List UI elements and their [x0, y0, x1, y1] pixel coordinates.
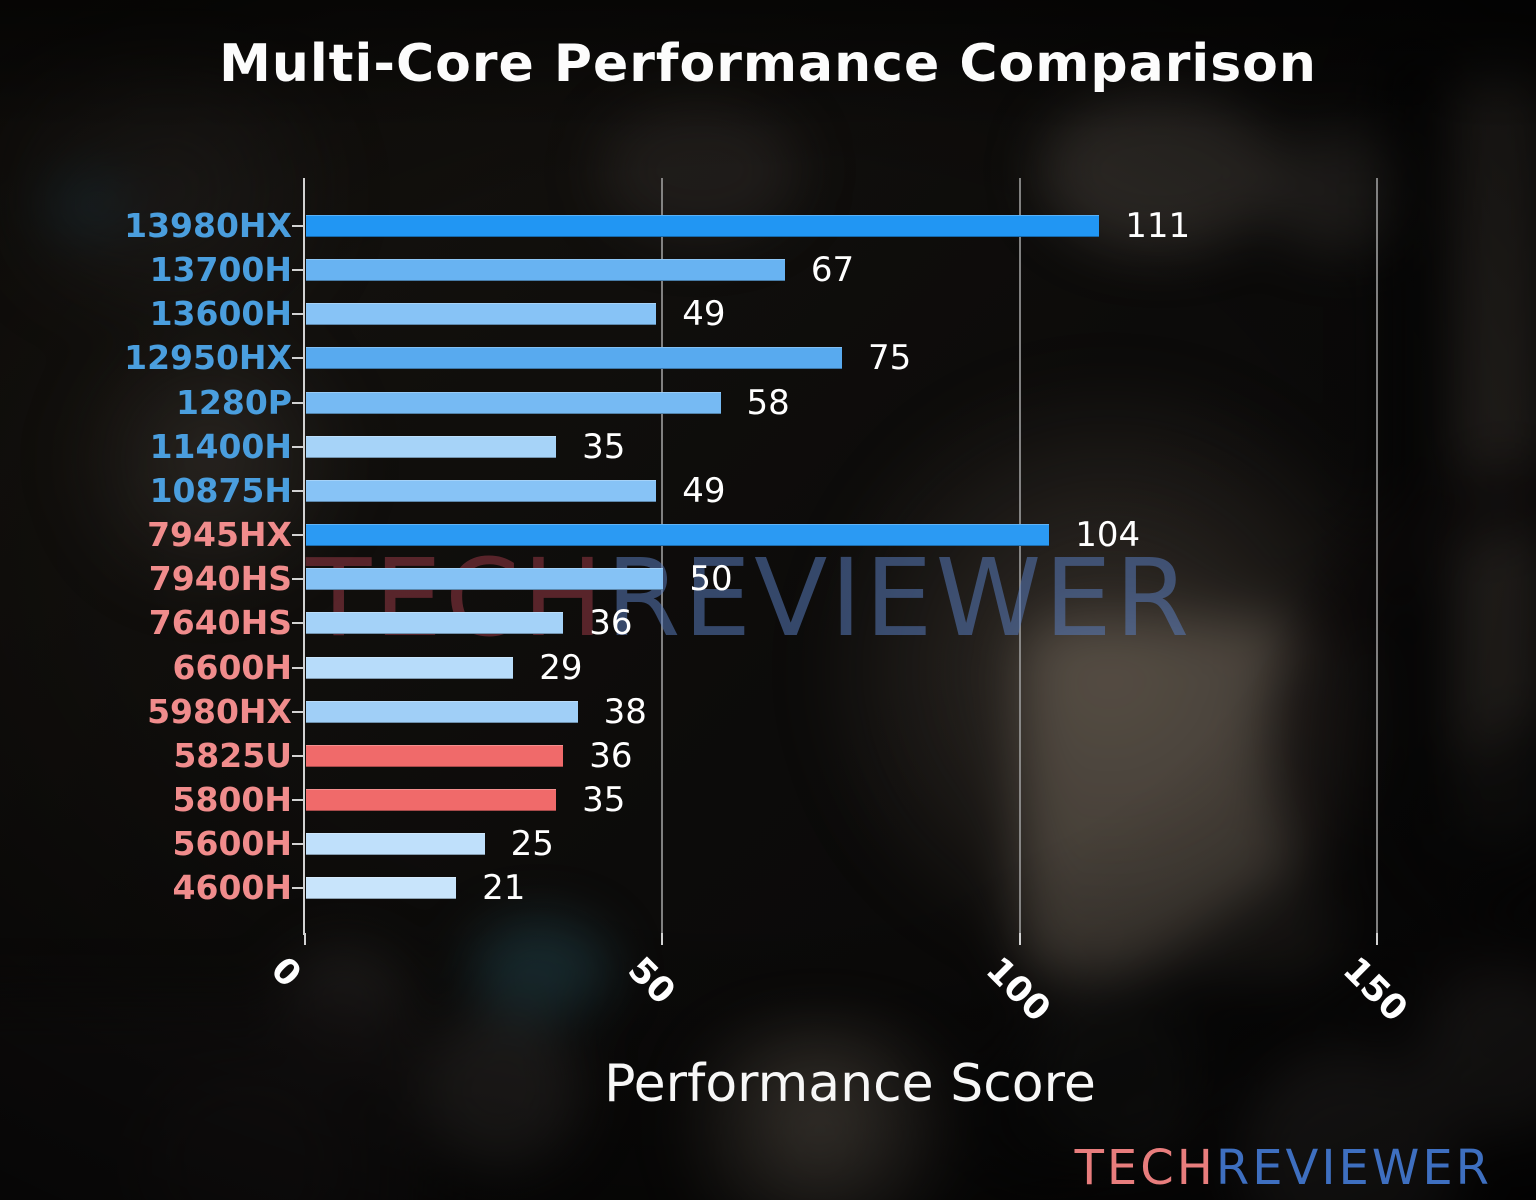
x-axis-tick [304, 933, 306, 945]
y-axis-tick [292, 710, 303, 713]
bar-value-label: 50 [689, 559, 733, 600]
x-axis-tick [1376, 933, 1378, 945]
x-tick-label: 0 [262, 949, 309, 996]
y-tick-label: 6600H [172, 647, 292, 687]
gridline [1018, 178, 1021, 935]
brand-logo-reviewer: REVIEWER [1215, 1140, 1492, 1196]
y-axis-tick [292, 622, 303, 625]
bar [306, 391, 721, 414]
brand-logo-tech: TECH [1074, 1140, 1216, 1196]
watermark-reviewer-text: REVIEWER [606, 537, 1193, 661]
x-tick-label: 150 [1334, 949, 1415, 1030]
bar [306, 833, 485, 856]
y-tick-label: 7640HS [148, 603, 292, 643]
bar-value-label: 21 [482, 868, 526, 909]
x-axis-title: Performance Score [604, 1054, 1096, 1114]
bar [306, 347, 842, 370]
y-axis-spine [303, 178, 305, 935]
y-tick-label: 12950HX [124, 338, 292, 378]
y-axis-tick [292, 357, 303, 360]
y-tick-label: 7940HS [148, 559, 292, 599]
bar-value-label: 49 [682, 294, 726, 335]
bar-value-label: 38 [603, 691, 647, 732]
y-tick-label: 5800H [172, 779, 292, 819]
y-tick-label: 5825U [173, 735, 292, 775]
bar-value-label: 36 [589, 603, 633, 644]
bar [306, 479, 657, 502]
bar-value-label: 58 [746, 382, 790, 423]
y-axis-tick [292, 225, 303, 227]
bar [306, 568, 664, 591]
bar-value-label: 104 [1075, 515, 1141, 556]
y-tick-label: 4600H [172, 868, 292, 908]
y-tick-label: 1280P [175, 382, 292, 422]
bar-value-label: 25 [510, 824, 554, 865]
y-axis-tick [292, 489, 303, 492]
bar [306, 524, 1050, 547]
y-axis-tick [292, 313, 303, 316]
y-tick-label: 5600H [172, 824, 292, 864]
y-axis-tick [292, 578, 303, 581]
watermark: TECHREVIEWER [306, 546, 1192, 653]
y-axis-tick [292, 445, 303, 448]
x-axis-tick [661, 933, 664, 945]
y-axis-tick [292, 843, 303, 846]
y-axis-tick [292, 798, 303, 801]
chart-title: Multi-Core Performance Comparison [219, 34, 1317, 94]
y-tick-label: 10875H [149, 470, 292, 510]
y-tick-label: 5980HX [147, 691, 292, 731]
y-tick-label: 13980HX [124, 206, 292, 245]
bar [306, 788, 557, 811]
y-axis-tick [292, 666, 303, 669]
brand-logo: TECHREVIEWER [1075, 1140, 1492, 1196]
bar [306, 303, 657, 326]
x-tick-label: 100 [977, 949, 1058, 1030]
y-axis-tick [292, 534, 303, 537]
bar [306, 700, 578, 723]
bar [306, 656, 514, 679]
bar-value-label: 35 [582, 426, 626, 467]
y-tick-label: 7945HX [147, 515, 292, 555]
bar-value-label: 111 [1125, 206, 1191, 246]
y-tick-label: 13700H [149, 250, 292, 290]
bar [306, 259, 785, 282]
bar-value-label: 36 [589, 735, 633, 776]
gridline [1376, 178, 1378, 935]
bar-value-label: 67 [810, 250, 855, 291]
gridline [661, 178, 664, 935]
bar [306, 435, 557, 458]
bar [306, 215, 1100, 237]
bar-value-label: 75 [868, 338, 912, 379]
x-tick-label: 50 [620, 949, 683, 1013]
y-axis-tick [292, 887, 303, 890]
bar-value-label: 49 [682, 470, 726, 511]
bar [306, 877, 457, 900]
x-axis-tick [1018, 933, 1021, 945]
y-tick-label: 11400H [149, 426, 292, 466]
y-axis-tick [292, 401, 303, 404]
bar [306, 612, 564, 635]
y-axis-tick [292, 754, 303, 757]
bar-value-label: 35 [582, 779, 626, 820]
y-tick-label: 13600H [149, 294, 292, 334]
watermark-tech-text: TECH [306, 537, 607, 661]
y-axis-tick [292, 269, 303, 272]
bar [306, 744, 564, 767]
bar-value-label: 29 [539, 647, 583, 688]
